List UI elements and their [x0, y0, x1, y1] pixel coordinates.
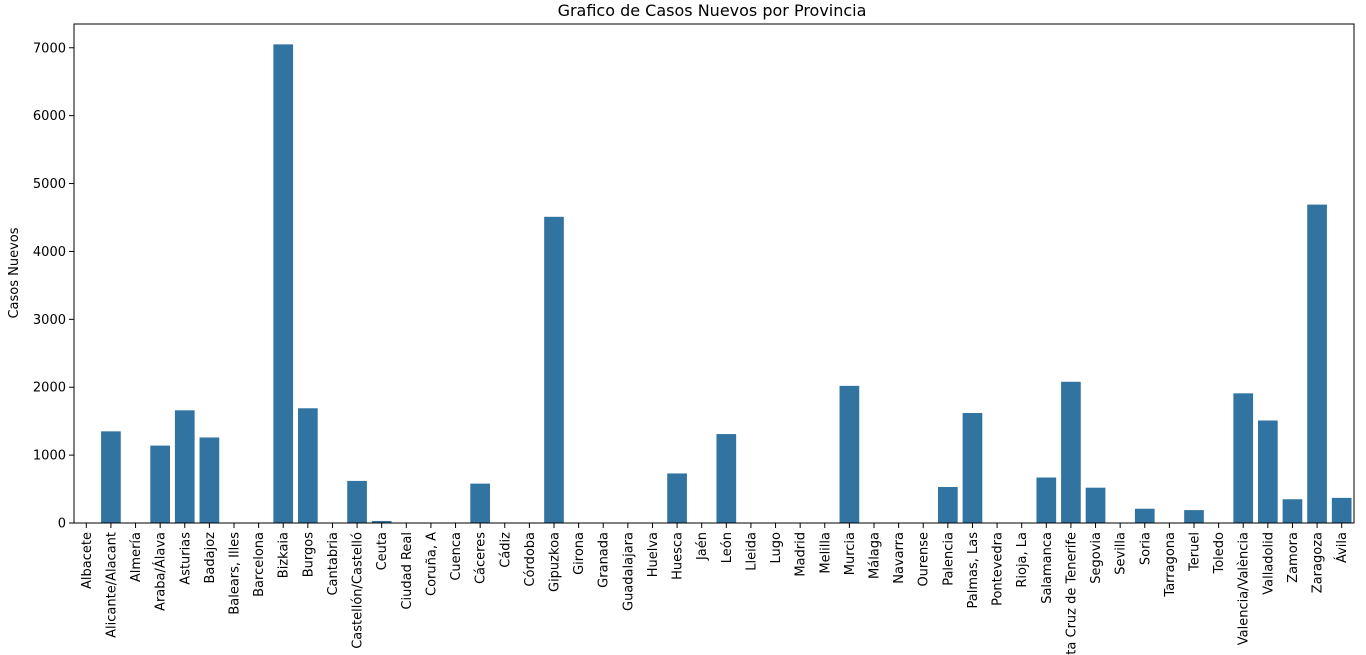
x-tick-label: Girona [572, 532, 587, 575]
chart-title: Grafico de Casos Nuevos por Provincia [558, 1, 867, 20]
bar-51 [1331, 497, 1352, 523]
x-tick-label: Granada [597, 532, 612, 588]
bar-35 [938, 487, 958, 523]
bar-50 [1307, 204, 1327, 524]
y-tick-label: 0 [58, 517, 66, 532]
bar-36 [962, 413, 983, 523]
y-tick-label: 4000 [33, 245, 66, 260]
x-tick-label: Murcia [843, 532, 858, 575]
x-tick-label: Teruel [1188, 532, 1203, 572]
x-tick-label: Valladolid [1261, 532, 1276, 595]
x-tick-label: Alicante/Alacant [104, 532, 119, 638]
x-tick-label: Rioja, La [1015, 532, 1030, 588]
x-tick-label: Castellón/Castelló [351, 532, 366, 649]
x-tick-label: Burgos [301, 532, 316, 577]
x-tick-label: Tarragona [1163, 532, 1178, 598]
x-tick-label: Balears, Illes [228, 532, 243, 615]
x-tick-label: Lleida [744, 532, 759, 571]
x-tick-label: Lugo [769, 532, 784, 564]
x-tick-label: Ceuta [375, 532, 390, 570]
bar-19 [544, 216, 564, 523]
x-tick-label: Santa Cruz de Tenerife [1064, 532, 1079, 655]
y-tick-label: 1000 [33, 449, 66, 464]
x-tick-label: Ourense [917, 532, 932, 587]
x-tick-label: Palmas, Las [966, 532, 981, 609]
x-tick-label: Cádiz [498, 532, 513, 568]
x-tick-label: Jaén [695, 532, 710, 561]
x-tick-label: Huesca [671, 532, 686, 580]
bar-26 [716, 434, 737, 523]
x-tick-label: Cuenca [449, 532, 464, 581]
bar-43 [1134, 508, 1155, 523]
bar-9 [298, 408, 318, 523]
bar-16 [470, 483, 490, 523]
x-tick-label: Valencia/València [1237, 532, 1252, 645]
bar-5 [199, 437, 220, 523]
x-tick-label: Huelva [646, 532, 661, 577]
x-tick-label: Zamora [1286, 532, 1301, 583]
x-tick-label: Toledo [1212, 532, 1227, 575]
x-tick-label: Araba/Álava [153, 532, 169, 611]
x-tick-label: Pontevedra [991, 532, 1006, 606]
x-tick-label: Salamanca [1040, 532, 1055, 604]
bar-47 [1233, 393, 1254, 523]
x-tick-label: Cantabria [326, 532, 341, 596]
bar-8 [273, 44, 294, 524]
y-axis: 0 1000 2000 3000 4000 5000 6000 7000 [33, 41, 74, 532]
bar-1 [101, 431, 121, 523]
x-tick-label: Madrid [794, 532, 809, 577]
bars-group [101, 44, 1352, 524]
bar-48 [1258, 420, 1278, 523]
x-tick-label: Ávila [1334, 532, 1350, 563]
x-tick-label: Melilla [818, 532, 833, 574]
y-tick-label: 5000 [33, 177, 66, 192]
x-tick-label: Barcelona [252, 532, 267, 597]
bar-24 [667, 473, 687, 523]
bar-4 [174, 410, 195, 523]
bar-39 [1036, 477, 1057, 523]
x-tick-label: Sevilla [1114, 532, 1129, 575]
y-tick-label: 2000 [33, 381, 66, 396]
y-tick-label: 7000 [33, 41, 66, 56]
y-axis-label: Casos Nuevos [7, 227, 22, 318]
x-tick-label: Zaragoza [1311, 532, 1326, 593]
x-tick-label: Coruña, A [424, 532, 439, 596]
x-axis: Albacete Alicante/Alacant Almería Araba/Ála… [80, 523, 1350, 655]
bar-3 [150, 445, 170, 523]
x-tick-label: Bizkaia [277, 532, 292, 578]
bar-49 [1282, 499, 1303, 523]
x-tick-label: Ciudad Real [400, 532, 415, 610]
x-tick-label: Almería [129, 532, 144, 582]
x-tick-label: Badajoz [203, 532, 218, 584]
bar-31 [839, 385, 860, 523]
x-tick-label: Palencia [941, 532, 956, 586]
bar-40 [1061, 381, 1081, 523]
bar-12 [371, 520, 392, 523]
y-tick-label: 6000 [33, 109, 66, 124]
x-tick-label: Asturias [178, 532, 193, 585]
x-tick-label: Málaga [868, 532, 883, 579]
bar-45 [1184, 510, 1204, 523]
plot-frame [73, 23, 1355, 524]
x-tick-label: Gipuzkoa [548, 532, 563, 592]
x-tick-label: Albacete [80, 532, 95, 589]
x-tick-label: León [720, 532, 735, 563]
x-tick-label: Cáceres [474, 532, 489, 584]
x-tick-label: Guadalajara [621, 532, 636, 611]
x-tick-label: Soria [1138, 532, 1153, 565]
bar-11 [347, 480, 367, 523]
x-tick-label: Navarra [892, 532, 907, 584]
x-tick-label: Segovia [1089, 532, 1104, 584]
x-tick-label: Córdoba [523, 532, 538, 587]
bar-41 [1085, 487, 1106, 523]
y-tick-label: 3000 [33, 313, 66, 328]
